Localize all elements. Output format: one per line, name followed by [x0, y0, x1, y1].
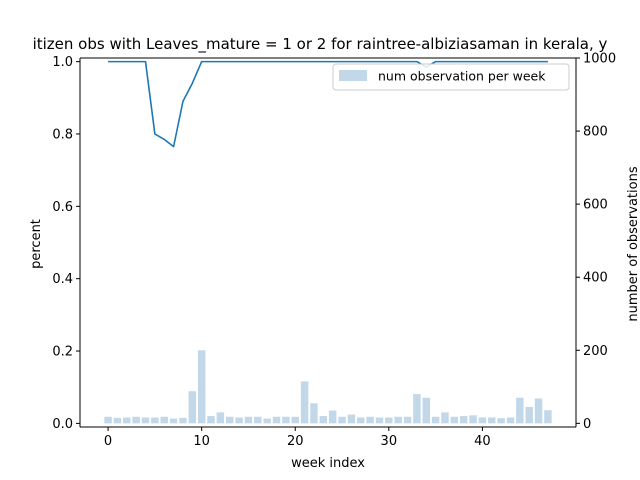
ticks-layer: 0 10 20 30 40 0.0 0.2 0.4 0.6 0.8 1.0 0 200 400 600 800… [52, 52, 616, 450]
x-tick-label-40: 40 [474, 434, 491, 449]
bar-week-10 [197, 350, 206, 424]
bar-week-46 [534, 398, 543, 424]
bar-week-6 [160, 416, 168, 424]
bar-week-13 [225, 416, 234, 424]
bar-week-31 [394, 416, 402, 424]
bar-week-33 [413, 394, 421, 424]
chart-title: itizen obs with Leaves_mature = 1 or 2 f… [33, 35, 608, 54]
bar-week-26 [347, 414, 356, 424]
y2-tick-label-400: 400 [583, 271, 608, 286]
bar-week-3 [132, 416, 140, 424]
y-tick-label-1.0: 1.0 [52, 55, 73, 70]
bar-week-7 [169, 418, 178, 424]
x-tick-label-0: 0 [104, 434, 112, 449]
x-axis-title: week index [291, 456, 365, 471]
bar-week-35 [431, 416, 440, 424]
bars-layer [104, 350, 552, 424]
bar-week-15 [244, 416, 253, 424]
bar-week-38 [459, 416, 468, 424]
bar-week-19 [282, 416, 290, 424]
bar-week-9 [188, 391, 197, 424]
bar-week-8 [179, 417, 187, 424]
bar-week-37 [450, 416, 459, 424]
bar-week-30 [385, 417, 393, 424]
y-tick-label-0.2: 0.2 [52, 345, 73, 360]
legend-frame [332, 63, 570, 91]
bar-week-29 [375, 417, 384, 424]
bar-week-1 [113, 417, 122, 424]
bar-week-28 [366, 416, 374, 424]
bar-week-41 [488, 417, 496, 424]
y2-tick-label-600: 600 [583, 198, 608, 213]
bar-week-34 [422, 397, 431, 424]
axes-layer [79, 57, 577, 428]
bar-week-36 [441, 412, 449, 424]
y-tick-label-0.8: 0.8 [52, 127, 73, 142]
bar-week-2 [123, 417, 131, 424]
bar-week-39 [469, 415, 477, 424]
bar-week-22 [310, 403, 318, 424]
percent-line [108, 60, 548, 148]
x-tick-label-10: 10 [193, 434, 210, 449]
bar-week-44 [516, 397, 524, 424]
bar-week-0 [104, 416, 112, 424]
bar-week-40 [478, 417, 487, 424]
bar-week-23 [319, 416, 328, 424]
bar-week-12 [216, 412, 225, 424]
bar-week-16 [254, 416, 262, 424]
bar-week-5 [151, 417, 159, 424]
y2-tick-label-800: 800 [583, 125, 608, 140]
bar-week-11 [207, 416, 215, 424]
bar-week-14 [235, 417, 243, 424]
bar-week-25 [338, 416, 346, 424]
y-axis-title: percent [29, 219, 44, 269]
bar-week-45 [525, 406, 533, 424]
legend: num observation per week [332, 63, 570, 91]
bar-week-32 [403, 416, 412, 424]
y-tick-label-0.0: 0.0 [52, 417, 73, 432]
bar-week-18 [272, 416, 281, 424]
line-layer [108, 60, 548, 148]
bar-week-47 [544, 410, 552, 424]
bar-week-43 [506, 417, 515, 424]
y2-tick-label-1000: 1000 [583, 52, 616, 67]
bar-week-24 [328, 410, 337, 424]
bar-week-21 [300, 381, 309, 424]
legend-label: num observation per week [378, 69, 546, 84]
bar-week-4 [141, 417, 150, 424]
bar-week-20 [291, 416, 299, 424]
x-tick-label-20: 20 [287, 434, 304, 449]
y2-tick-label-0: 0 [583, 417, 591, 432]
bar-week-27 [357, 417, 365, 424]
y-tick-label-0.4: 0.4 [52, 272, 73, 287]
bar-week-17 [263, 418, 271, 424]
bar-week-42 [497, 418, 505, 424]
y2-tick-label-200: 200 [583, 344, 608, 359]
y2-axis-title: number of observations [626, 166, 640, 321]
x-tick-label-30: 30 [381, 434, 398, 449]
y-tick-label-0.6: 0.6 [52, 200, 73, 215]
legend-swatch [339, 70, 367, 81]
